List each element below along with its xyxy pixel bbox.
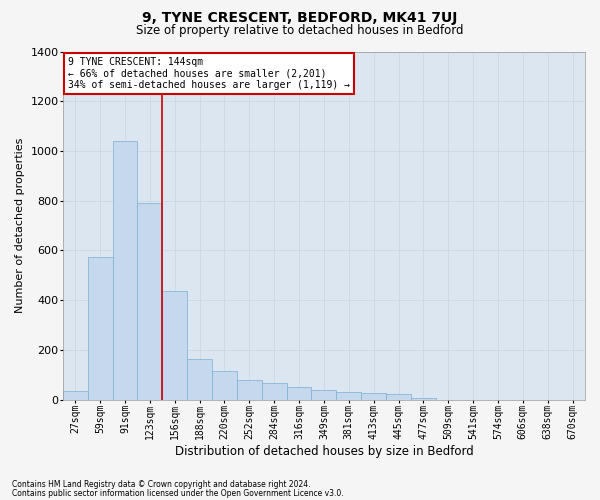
Bar — [262, 384, 287, 400]
Bar — [386, 394, 411, 400]
Bar — [113, 141, 137, 400]
Bar — [287, 387, 311, 400]
Text: Contains HM Land Registry data © Crown copyright and database right 2024.: Contains HM Land Registry data © Crown c… — [12, 480, 311, 489]
Text: 9 TYNE CRESCENT: 144sqm
← 66% of detached houses are smaller (2,201)
34% of semi: 9 TYNE CRESCENT: 144sqm ← 66% of detache… — [68, 56, 350, 90]
Bar — [187, 358, 212, 400]
Bar — [163, 292, 187, 400]
Bar — [311, 390, 337, 400]
Bar — [137, 203, 163, 400]
Bar — [212, 371, 237, 400]
Bar — [63, 391, 88, 400]
Bar — [361, 394, 386, 400]
Bar — [88, 256, 113, 400]
X-axis label: Distribution of detached houses by size in Bedford: Distribution of detached houses by size … — [175, 444, 473, 458]
Y-axis label: Number of detached properties: Number of detached properties — [15, 138, 25, 313]
Text: 9, TYNE CRESCENT, BEDFORD, MK41 7UJ: 9, TYNE CRESCENT, BEDFORD, MK41 7UJ — [142, 11, 458, 25]
Text: Contains public sector information licensed under the Open Government Licence v3: Contains public sector information licen… — [12, 489, 344, 498]
Text: Size of property relative to detached houses in Bedford: Size of property relative to detached ho… — [136, 24, 464, 37]
Bar — [237, 380, 262, 400]
Bar — [411, 398, 436, 400]
Bar — [337, 392, 361, 400]
